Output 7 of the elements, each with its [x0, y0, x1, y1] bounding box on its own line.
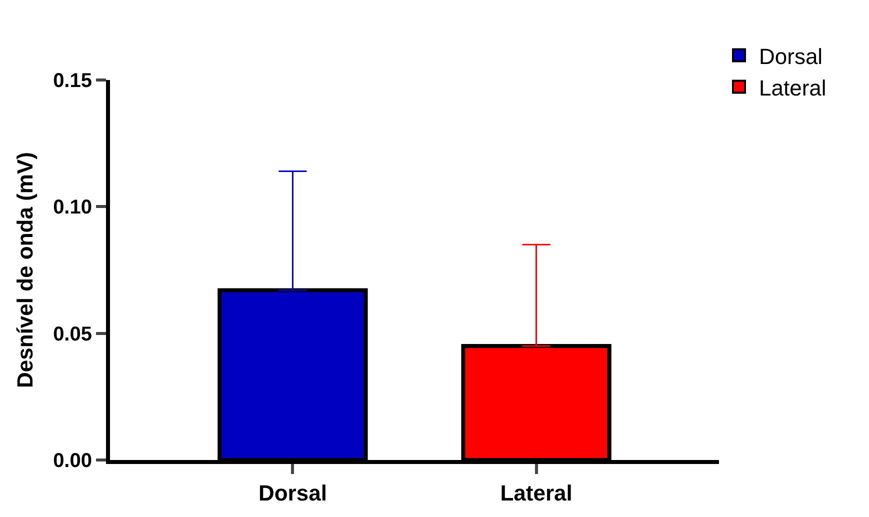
y-tick-label: 0.10	[53, 196, 92, 219]
y-tick-label: 0.15	[53, 70, 92, 92]
y-tick-label: 0.05	[53, 323, 92, 346]
y-axis-title: Desnível de onda (mV)	[12, 152, 38, 388]
legend-label: Dorsal	[759, 44, 823, 69]
legend-label: Lateral	[759, 75, 826, 100]
y-tick-label: 0.00	[53, 450, 92, 472]
